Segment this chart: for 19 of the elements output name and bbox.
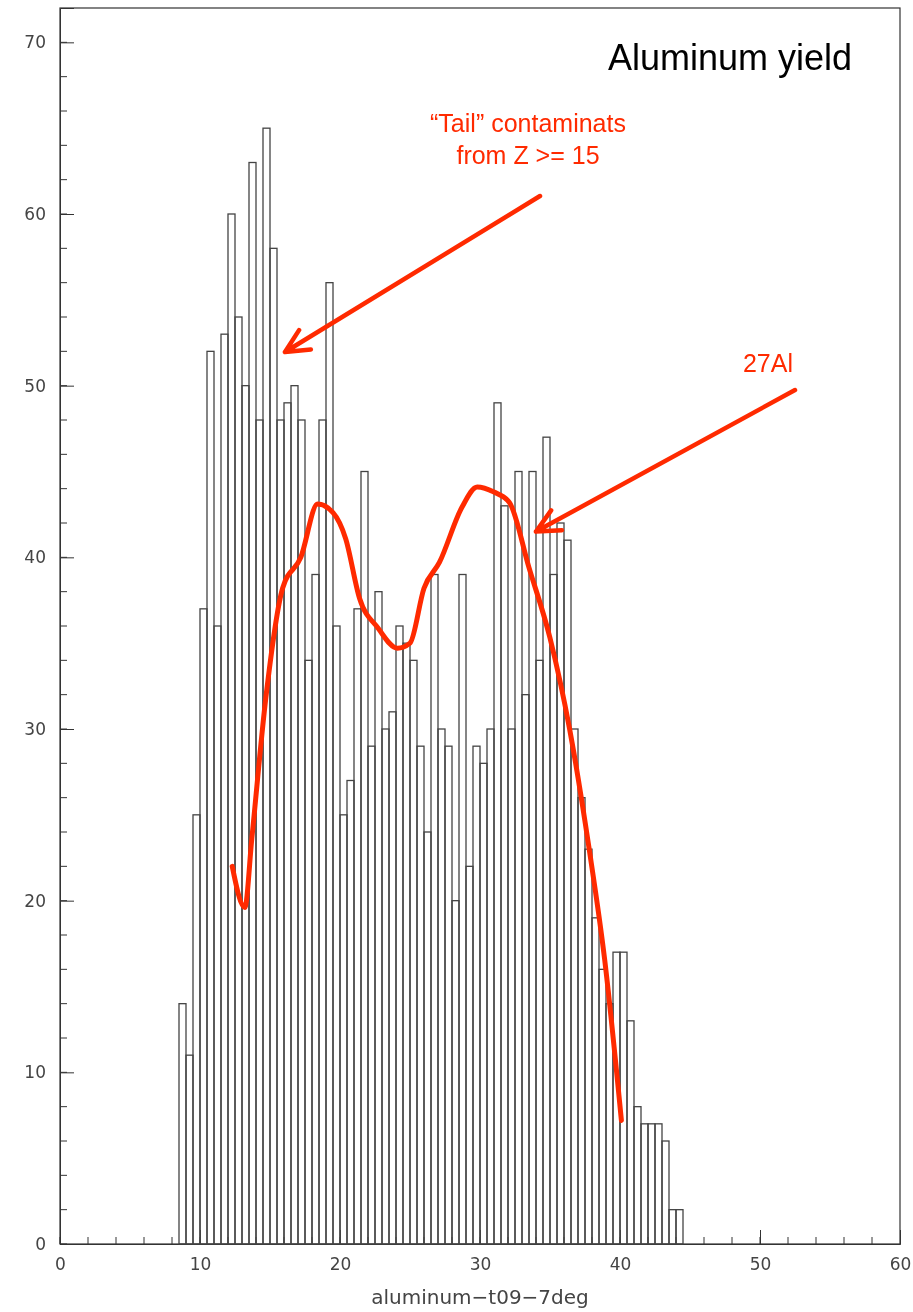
text: Aluminum yield (607, 37, 852, 78)
y-tick-label: 0 (35, 1233, 46, 1254)
annotation: 27Al (742, 349, 794, 377)
x-tick-label: 50 (749, 1254, 772, 1275)
annotation: “Tail” contaminats from Z >= 15 (430, 109, 626, 169)
y-tick-label: 40 (24, 547, 46, 568)
x-axis-title: aluminum−t09−7deg (371, 1285, 589, 1309)
y-tick-label: 70 (24, 32, 46, 53)
y-tick-label: 10 (24, 1062, 46, 1083)
y-tick-label: 50 (24, 375, 46, 396)
x-tick-label: 30 (469, 1254, 492, 1275)
x-tick-label: 0 (55, 1254, 66, 1275)
x-tick-label: 40 (609, 1254, 632, 1275)
x-tick-label: 20 (329, 1254, 352, 1275)
x-tick-label: 60 (889, 1254, 912, 1275)
y-tick-label: 20 (24, 890, 46, 911)
x-tick-label: 10 (189, 1254, 212, 1275)
y-tick-label: 60 (24, 203, 46, 224)
y-tick-label: 30 (24, 718, 46, 739)
